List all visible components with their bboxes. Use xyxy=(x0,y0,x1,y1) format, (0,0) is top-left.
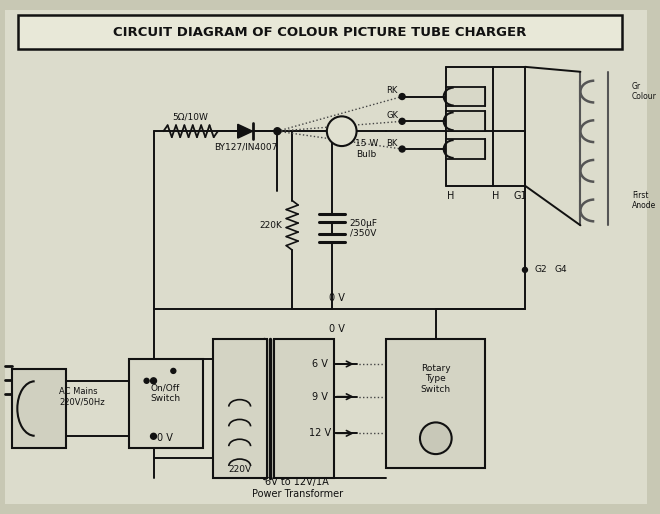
Circle shape xyxy=(327,116,356,146)
Circle shape xyxy=(274,128,280,135)
Bar xyxy=(446,139,485,159)
Bar xyxy=(12,369,67,448)
Circle shape xyxy=(399,146,405,152)
Text: 6V to 12V/1A
Power Transformer: 6V to 12V/1A Power Transformer xyxy=(251,477,343,499)
Circle shape xyxy=(171,369,176,373)
Text: 9 V: 9 V xyxy=(312,392,328,401)
Text: BK: BK xyxy=(386,139,398,148)
Bar xyxy=(446,112,485,131)
Circle shape xyxy=(150,433,156,439)
Text: AC Mains
220V/50Hz: AC Mains 220V/50Hz xyxy=(59,387,105,407)
Polygon shape xyxy=(238,124,253,138)
Text: CIRCUIT DIAGRAM OF COLOUR PICTURE TUBE CHARGER: CIRCUIT DIAGRAM OF COLOUR PICTURE TUBE C… xyxy=(114,26,527,39)
Text: RK: RK xyxy=(386,86,398,95)
Circle shape xyxy=(523,267,527,272)
Text: BY127/IN4007: BY127/IN4007 xyxy=(214,142,277,152)
Text: G2: G2 xyxy=(535,265,548,274)
Text: First
Anode: First Anode xyxy=(632,191,656,210)
Bar xyxy=(275,339,334,478)
Circle shape xyxy=(399,94,405,100)
Text: GK: GK xyxy=(386,111,398,120)
Text: Rotary
Type
Switch: Rotary Type Switch xyxy=(420,364,451,394)
Circle shape xyxy=(150,378,156,384)
Text: H: H xyxy=(492,191,499,200)
Text: 6 V: 6 V xyxy=(312,359,328,369)
Text: 0 V: 0 V xyxy=(329,292,345,303)
Text: 220V: 220V xyxy=(228,466,251,474)
Bar xyxy=(213,339,267,478)
Text: 15 W
Bulb: 15 W Bulb xyxy=(355,139,378,159)
Bar xyxy=(18,15,622,49)
Circle shape xyxy=(420,423,451,454)
Text: 5Ω/10W: 5Ω/10W xyxy=(172,113,208,122)
Circle shape xyxy=(399,118,405,124)
Text: G4: G4 xyxy=(554,265,568,274)
Text: On/Off
Switch: On/Off Switch xyxy=(150,384,180,403)
Text: 0 V: 0 V xyxy=(158,433,174,443)
Text: 0 V: 0 V xyxy=(329,324,345,334)
Text: H: H xyxy=(447,191,454,200)
Bar xyxy=(386,339,485,468)
Circle shape xyxy=(144,378,149,383)
Text: 12 V: 12 V xyxy=(309,428,331,438)
Text: 250μF
/350V: 250μF /350V xyxy=(350,218,378,238)
Text: Gr
Colour: Gr Colour xyxy=(632,82,657,101)
Text: G1: G1 xyxy=(513,191,527,200)
Bar xyxy=(446,87,485,106)
Text: 220K: 220K xyxy=(259,221,282,230)
Bar xyxy=(129,359,203,448)
